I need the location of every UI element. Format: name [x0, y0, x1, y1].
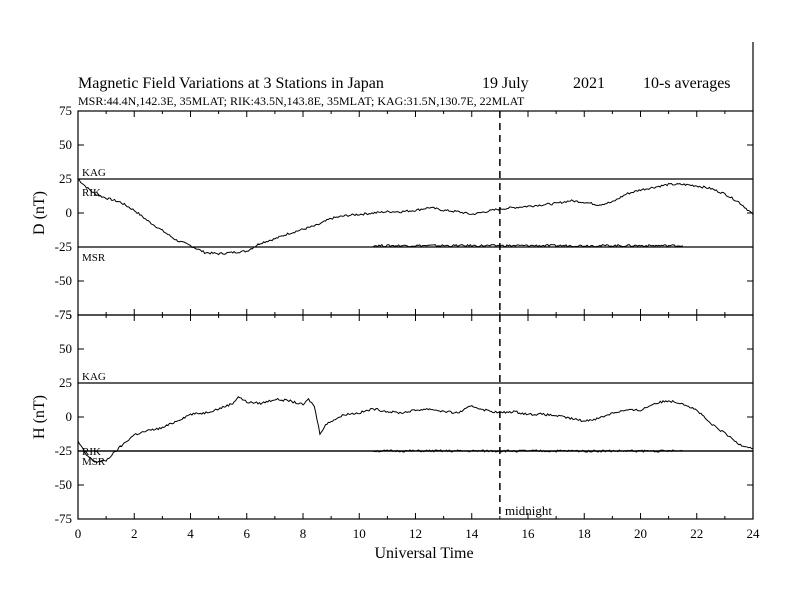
series-line-msr — [373, 243, 683, 248]
x-tick-label: 8 — [300, 526, 307, 541]
series-line-h — [77, 395, 754, 463]
x-axis-label: Universal Time — [374, 545, 473, 562]
x-tick-label: 0 — [75, 526, 82, 541]
plot-frame — [77, 110, 754, 316]
series-line-rik — [77, 178, 754, 256]
x-tick-label: 16 — [522, 526, 536, 541]
y-tick-label: -75 — [55, 511, 72, 526]
x-tick-label: 18 — [578, 526, 591, 541]
y-tick-label: -25 — [55, 239, 72, 254]
y-tick-label: 25 — [59, 375, 72, 390]
station-coordinates: MSR:44.4N,142.3E, 35MLAT; RIK:43.5N,143.… — [78, 94, 525, 108]
chart-date: 19 July — [482, 75, 529, 92]
x-tick-label: 4 — [187, 526, 194, 541]
y-tick-label: 50 — [59, 341, 72, 356]
y-tick-label: 75 — [59, 307, 72, 322]
midnight-label: midnight — [505, 503, 552, 518]
y-tick-label: 0 — [66, 409, 73, 424]
x-tick-label: 6 — [244, 526, 251, 541]
y-tick-label: -50 — [55, 477, 72, 492]
chart-averaging: 10-s averages — [643, 75, 731, 92]
x-tick-label: 10 — [353, 526, 366, 541]
panel-d: 75 50 25 0 -25 -50 -75 KAG MSR RIK D (nT) — [31, 103, 754, 322]
station-label-kag: KAG — [82, 371, 106, 383]
chart-title: Magnetic Field Variations at 3 Stations … — [78, 75, 384, 92]
x-tick-label: 22 — [690, 526, 703, 541]
x-tick-label: 12 — [409, 526, 422, 541]
y-axis-label: H (nT) — [31, 395, 48, 439]
y-tick-label: -50 — [55, 273, 72, 288]
x-tick-label: 24 — [747, 526, 761, 541]
y-tick-label: 50 — [59, 137, 72, 152]
x-tick-label: 2 — [131, 526, 138, 541]
y-axis-label: D (nT) — [31, 191, 48, 235]
y-tick-label: 25 — [59, 171, 72, 186]
station-label-kag: KAG — [82, 167, 106, 179]
station-label-rik: RIK — [82, 187, 101, 199]
chart-year: 2021 — [573, 75, 605, 92]
y-tick-label: -25 — [55, 443, 72, 458]
plot-frame — [77, 314, 754, 520]
y-tick-label: 0 — [66, 205, 73, 220]
y-tick-label: 75 — [59, 103, 72, 118]
x-tick-label: 20 — [634, 526, 647, 541]
series-line-msr — [373, 449, 683, 453]
y-tick-label: -75 — [55, 307, 72, 322]
x-tick-label: 14 — [465, 526, 479, 541]
station-label-msr: MSR — [82, 252, 106, 264]
